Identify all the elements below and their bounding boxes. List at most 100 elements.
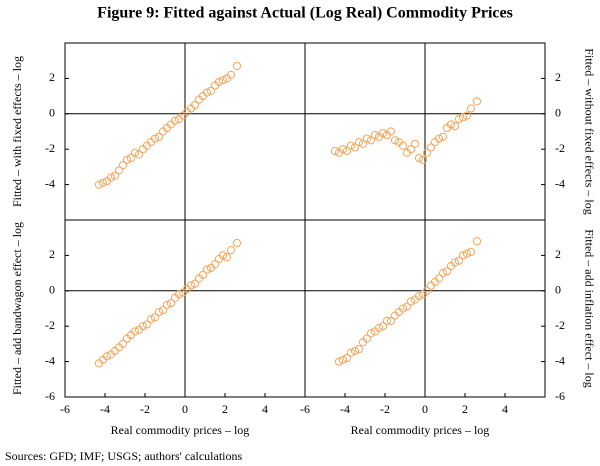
scatter-point [202,88,212,97]
scatter-point [390,136,400,145]
scatter-point [466,104,476,113]
scatter-point [366,136,376,145]
scatter-point [338,355,348,364]
scatter-point [422,148,432,157]
scatter-point [226,70,236,79]
scatter-point [382,316,392,325]
scatter-point [406,145,416,154]
scatter-point [350,143,360,152]
scatter-point [398,141,408,150]
scatter-point [98,178,108,187]
scatter-point [150,134,160,143]
scatter-point [232,61,242,71]
scatter-point [442,267,452,276]
scatter-point [126,153,136,163]
scatter-point [458,251,468,260]
y-axis-label: Fitted – add inflation effect – log [582,229,596,387]
scatter-point [134,150,144,159]
scatter-point [434,134,444,143]
y-tick-label: -4 [45,176,55,190]
scatter-point [186,281,196,290]
y-tick-label: 0 [555,106,561,120]
scatter-point [422,286,432,295]
scatter-point [114,166,124,175]
x-tick-label: -6 [60,402,70,416]
scatter-point [330,146,340,156]
y-tick-label: 2 [49,70,55,84]
x-tick-label: -2 [380,402,390,416]
scatter-point [402,302,412,311]
scatter-point [190,100,200,110]
y-tick-label: -2 [45,318,55,332]
scatter-point [142,320,152,329]
scatter-point [130,327,140,336]
scatter-point [406,297,416,306]
y-axis-label: Fitted – without fixed effects – log [582,48,596,214]
scatter-point [222,253,232,262]
scatter-point [218,76,228,85]
scatter-point [362,334,372,343]
x-tick-label: 2 [462,402,468,416]
scatter-point [354,345,364,354]
scatter-point [232,238,242,248]
scatter-point [342,146,352,156]
scatter-point [370,130,380,140]
scatter-point [438,132,448,141]
y-tick-label: 0 [49,283,55,297]
scatter-point [398,304,408,313]
x-tick-label: 0 [182,402,188,416]
scatter-point [362,134,372,143]
scatter-point [454,115,464,124]
scatter-point [206,86,216,95]
y-tick-label: -2 [555,318,565,332]
scatter-point [338,145,348,154]
y-tick-label: 0 [49,106,55,120]
scatter-point [218,251,228,260]
scatter-point [378,129,388,138]
scatter-point [106,173,116,182]
x-tick-label: -4 [100,402,110,416]
scatter-point [450,258,460,267]
scatter-point [190,279,200,288]
scatter-point [414,153,424,163]
scatter-point [446,120,456,129]
scatter-point [358,139,368,148]
scatter-point [94,180,104,189]
x-tick-label: -6 [300,402,310,416]
source-note: Sources: GFD; IMF; USGS; authors' calcul… [5,449,242,463]
scatter-point [366,329,376,338]
scatter-point [414,292,424,301]
scatter-point [450,122,460,131]
x-axis-label: Real commodity prices – log [111,423,250,437]
y-tick-label: -6 [45,389,55,403]
scatter-point [198,270,208,279]
scatter-point [462,111,472,120]
y-tick-label: 2 [49,247,55,261]
scatter-point [226,245,236,255]
x-tick-label: 0 [422,402,428,416]
scatter-point [378,322,388,331]
scatter-point [154,307,164,317]
y-tick-label: 0 [555,283,561,297]
scatter-point [130,148,140,157]
y-tick-label: 2 [555,70,561,84]
figure-title: Figure 9: Fitted against Actual (Log Rea… [97,5,513,22]
scatter-point [466,247,476,256]
scatter-point [146,315,156,324]
scatter-point [434,274,444,283]
scatter-point [386,316,396,325]
scatter-point [346,348,356,357]
scatter-point [150,313,160,322]
scatter-point [458,113,468,122]
x-tick-label: 2 [222,402,228,416]
scatter-point [210,260,220,269]
x-tick-label: -2 [140,402,150,416]
scatter-point [138,322,148,331]
scatter-point [472,97,482,106]
y-tick-label: -4 [555,176,565,190]
scatter-point [118,339,128,348]
scatter-point [454,256,464,265]
scatter-point [162,300,172,310]
scatter-point [354,138,364,147]
x-tick-label: 4 [502,402,508,416]
